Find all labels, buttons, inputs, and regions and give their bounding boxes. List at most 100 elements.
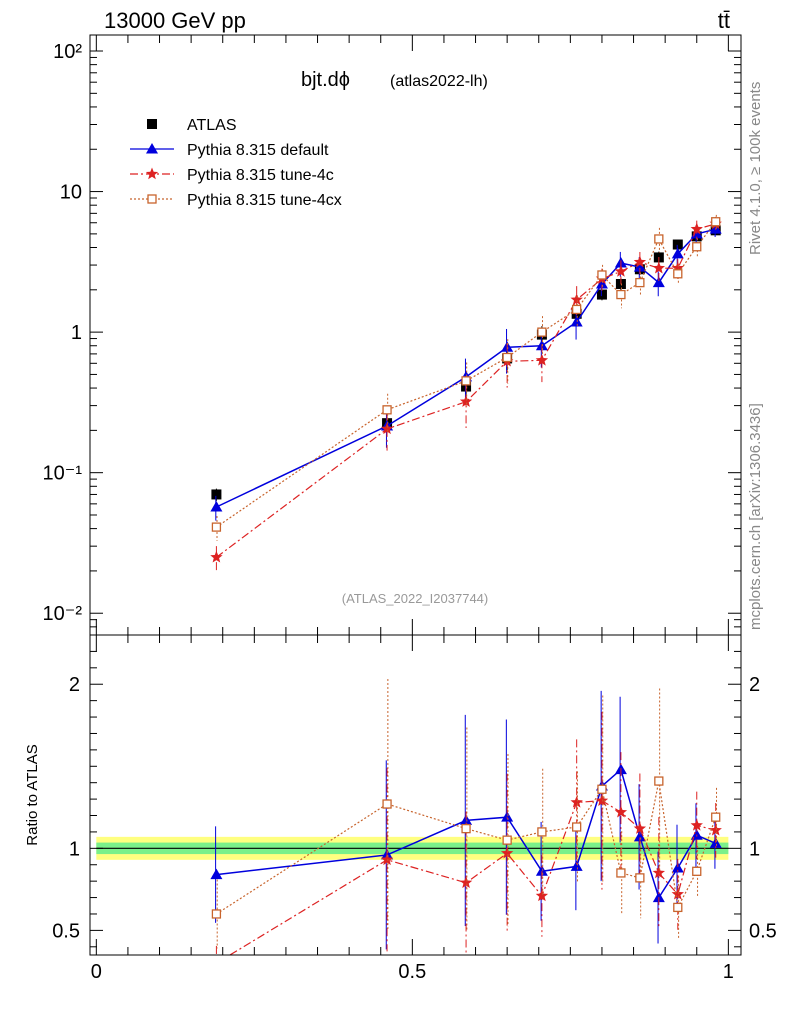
ratio-series-tune4c <box>210 711 722 969</box>
point-tune4cx <box>572 304 582 315</box>
legend-label-tune4c: Pythia 8.315 tune-4c <box>187 167 334 184</box>
point-default <box>671 247 684 259</box>
plot-subtitle: (atlas2022-lh) <box>390 73 488 90</box>
series-atlas <box>211 225 721 501</box>
point-tune4c <box>671 261 684 274</box>
point-tune4c <box>210 550 223 563</box>
point-default <box>652 276 665 288</box>
ratio-point-default <box>633 830 646 842</box>
plot-title: bjt.dϕ <box>301 69 350 91</box>
header-energy-label: 13000 GeV pp <box>104 8 246 33</box>
legend-marker-default <box>146 143 158 154</box>
ratio-point-tune4cx <box>711 812 721 822</box>
point-tune4c <box>380 422 394 435</box>
x-tick-label: 1 <box>723 961 734 983</box>
ratio-point-tune4c <box>614 805 628 818</box>
legend-marker-atlas <box>147 119 157 129</box>
point-tune4cx <box>211 522 222 532</box>
point-tune4cx <box>711 217 721 227</box>
point-tune4cx <box>382 405 392 415</box>
ratio-y-tick-label-left: 2 <box>69 674 80 696</box>
point-tune4c <box>614 264 628 277</box>
ratio-point-tune4c <box>535 889 549 902</box>
point-tune4cx <box>461 376 471 386</box>
point-tune4c <box>633 255 647 268</box>
y-tick-label: 10 <box>60 182 82 204</box>
point-tune4cx <box>673 269 683 279</box>
ratio-point-tune4c <box>709 823 722 836</box>
ratio-y-tick-label-right: 2 <box>749 674 760 696</box>
point-default <box>595 277 608 289</box>
ratio-point-tune4cx <box>597 784 607 794</box>
ratio-frame <box>89 634 742 956</box>
x-tick-label: 0 <box>91 961 102 983</box>
ratio-point-default <box>501 811 514 822</box>
ratio-point-tune4cx <box>635 873 645 883</box>
point-default <box>570 316 583 327</box>
ratio-y-axis-label: Ratio to ATLAS <box>24 744 41 845</box>
ratio-point-tune4cx <box>616 868 626 878</box>
point-tune4cx <box>692 242 702 252</box>
legend-item-tune4c: Pythia 8.315 tune-4c <box>130 167 334 184</box>
ratio-point-default <box>535 865 548 876</box>
ratio-point-tune4c <box>459 876 473 889</box>
point-tune4c <box>690 222 703 235</box>
ratio-point-tune4c <box>210 957 222 969</box>
ratio-point-tune4cx <box>211 909 222 919</box>
ratio-point-default <box>570 860 583 871</box>
y-tick-label: 10² <box>53 41 82 63</box>
point-tune4c <box>570 293 583 305</box>
ratio-point-tune4c <box>500 846 514 859</box>
point-default <box>633 261 646 272</box>
ratio-point-tune4cx <box>654 776 664 786</box>
rivet-version-label: Rivet 4.1.0, ≥ 100k events <box>747 82 764 255</box>
legend-label-tune4cx: Pythia 8.315 tune-4cx <box>187 192 342 209</box>
ratio-point-tune4cx <box>382 799 392 809</box>
point-tune4cx <box>654 234 664 244</box>
ratio-point-tune4c <box>595 794 609 806</box>
ratio-panel: 0.5 0.5 1 1 2 2 0 0.5 1 Ratio to ATLAS <box>24 634 777 983</box>
y-tick-label: 10⁻² <box>43 603 83 625</box>
ratio-point-tune4c <box>570 795 583 808</box>
header-process-label: tt̄ <box>718 8 730 33</box>
mcplots-label: mcplots.cern.ch [arXiv:1306.3436] <box>747 403 764 630</box>
ratio-y-tick-label-right: 0.5 <box>749 920 777 942</box>
ratio-y-tick-label-left: 1 <box>69 838 80 860</box>
legend-item-tune4cx: Pythia 8.315 tune-4cx <box>130 192 342 209</box>
legend-item-default: Pythia 8.315 default <box>130 142 329 159</box>
point-tune4c <box>652 261 666 274</box>
ratio-point-tune4c <box>633 822 647 834</box>
legend-item-atlas: ATLAS <box>147 117 237 134</box>
legend-marker-tune4c <box>145 167 159 180</box>
legend-label-default: Pythia 8.315 default <box>187 142 329 159</box>
analysis-watermark: (ATLAS_2022_I2037744) <box>342 591 488 606</box>
ratio-point-tune4c <box>652 866 666 879</box>
ratio-y-tick-label-left: 0.5 <box>52 920 80 942</box>
point-default <box>210 500 223 512</box>
ratio-point-tune4c <box>671 887 684 900</box>
ratio-point-tune4cx <box>673 902 683 913</box>
series-default <box>210 222 722 521</box>
ratio-y-tick-label-right: 1 <box>749 838 760 860</box>
point-tune4cx <box>597 270 607 280</box>
point-tune4cx <box>537 327 547 337</box>
ratio-series-tune4cx <box>211 678 721 949</box>
ratio-point-default <box>460 814 473 825</box>
legend-marker-tune4cx <box>147 194 157 204</box>
point-tune4cx <box>502 352 512 363</box>
point-tune4cx <box>616 289 626 300</box>
y-tick-label: 1 <box>71 322 82 344</box>
point-tune4c <box>459 395 473 407</box>
legend: ATLAS Pythia 8.315 default Pythia 8.315 tu… <box>130 117 342 209</box>
ratio-point-tune4cx <box>692 866 702 876</box>
ratio-point-tune4cx <box>461 823 471 834</box>
point-atlas <box>211 489 222 500</box>
ratio-point-tune4cx <box>572 822 582 832</box>
ratio-point-tune4c <box>380 853 394 866</box>
point-tune4cx <box>635 277 645 288</box>
point-atlas <box>596 289 607 300</box>
main-panel: bjt.dϕ (atlas2022-lh) (ATLAS_2022_I20377… <box>43 34 742 636</box>
legend-label-atlas: ATLAS <box>187 117 237 134</box>
x-tick-label: 0.5 <box>398 961 426 983</box>
